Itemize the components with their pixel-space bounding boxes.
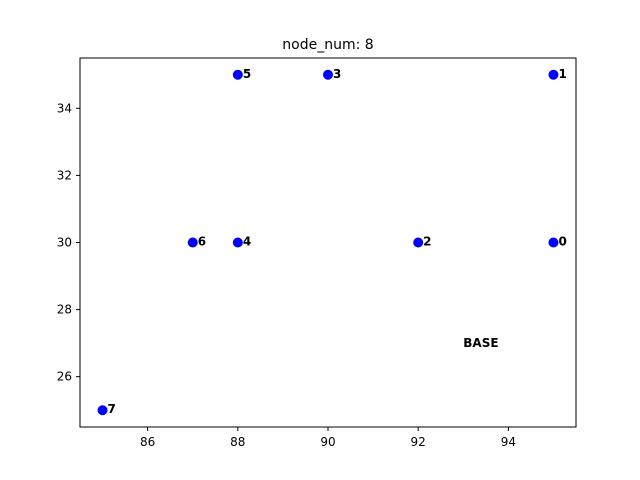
y-tick-label: 28 bbox=[57, 303, 72, 317]
chart-title: node_num: 8 bbox=[282, 37, 373, 53]
point-label-1: 1 bbox=[558, 67, 566, 81]
data-point-3 bbox=[323, 69, 333, 80]
point-label-2: 2 bbox=[423, 235, 431, 249]
data-point-1 bbox=[548, 69, 559, 80]
point-label-5: 5 bbox=[243, 67, 251, 81]
x-axis: 86 88 90 92 94 bbox=[140, 427, 516, 449]
data-point-7 bbox=[97, 405, 108, 416]
point-label-3: 3 bbox=[333, 67, 341, 81]
x-tick-label: 90 bbox=[320, 435, 335, 449]
point-label-7: 7 bbox=[108, 402, 116, 416]
data-points: 0 1 2 3 4 5 6 7 bbox=[97, 67, 567, 416]
y-tick-label: 34 bbox=[57, 101, 72, 115]
x-tick-label: 94 bbox=[501, 435, 516, 449]
y-tick-label: 26 bbox=[57, 370, 72, 384]
annotation-base: BASE bbox=[463, 336, 498, 350]
y-axis: 26 28 30 32 34 bbox=[57, 101, 80, 384]
x-tick-label: 92 bbox=[411, 435, 426, 449]
data-point-6 bbox=[187, 237, 198, 248]
x-tick-label: 88 bbox=[230, 435, 245, 449]
point-label-4: 4 bbox=[243, 235, 251, 249]
data-point-5 bbox=[232, 69, 243, 80]
data-point-2 bbox=[413, 237, 424, 248]
plot-area bbox=[79, 57, 577, 428]
point-label-6: 6 bbox=[198, 235, 206, 249]
annotations: BASE bbox=[463, 336, 498, 350]
point-label-0: 0 bbox=[558, 235, 566, 249]
data-point-4 bbox=[232, 237, 243, 248]
x-tick-label: 86 bbox=[140, 435, 155, 449]
y-tick-label: 32 bbox=[57, 168, 72, 182]
y-tick-label: 30 bbox=[57, 236, 72, 250]
data-point-0 bbox=[548, 237, 559, 248]
